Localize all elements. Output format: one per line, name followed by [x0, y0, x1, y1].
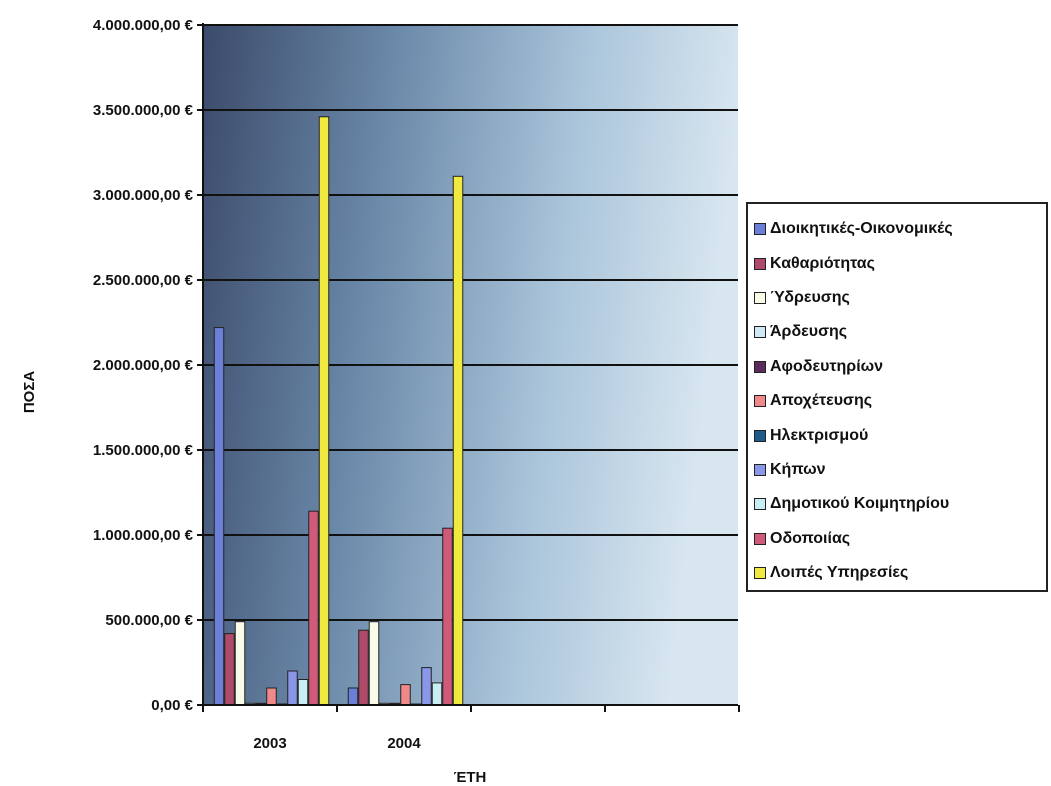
bar-2004-9 [431, 682, 443, 706]
bar-2004-3 [368, 621, 380, 706]
legend-label: Ύδρευσης [770, 288, 850, 306]
y-tick-label-1: 500.000,00 € [105, 612, 193, 629]
legend-swatch [754, 223, 766, 236]
legend-swatch [754, 532, 766, 545]
x-tick-label-1: 2004 [387, 735, 421, 752]
legend-swatch [754, 395, 766, 408]
legend-swatch [754, 567, 766, 580]
legend-swatch [754, 257, 766, 270]
bar-2003-8 [287, 670, 298, 706]
bar-2003-11 [318, 116, 330, 706]
legend-item: Καθαριότητας [754, 246, 1040, 280]
legend-item: Ηλεκτρισμού [754, 418, 1040, 452]
y-tick-label-6: 3.000.000,00 € [93, 187, 194, 204]
y-tick-label-5: 2.500.000,00 € [93, 272, 194, 289]
legend-swatch [754, 429, 766, 442]
legend-item: Αποχέτευσης [754, 384, 1040, 418]
bar-2003-3 [234, 621, 246, 706]
legend-item: Άρδευσης [754, 315, 1040, 349]
legend-label: Λοιπές Υπηρεσίες [770, 564, 909, 582]
bar-2004-6 [400, 684, 411, 706]
x-axis: 2003 2004 [202, 704, 740, 752]
legend-label: Διοικητικές-Οικονομικές [770, 220, 953, 238]
y-axis: 0,00 € 500.000,00 € 1.000.000,00 € 1.500.00… [93, 17, 204, 714]
legend-swatch [754, 326, 766, 339]
legend-item: Κήπων [754, 453, 1040, 487]
bar-2003-1 [213, 327, 225, 706]
bar-2004-8 [421, 667, 432, 706]
legend-label: Αφοδευτηρίων [770, 357, 884, 375]
bar-2003-2 [224, 633, 235, 706]
legend-item: Αφοδευτηρίων [754, 350, 1040, 384]
bar-2004-10 [442, 527, 453, 706]
y-tick-label-8: 4.000.000,00 € [93, 17, 194, 34]
legend-swatch [754, 498, 766, 511]
grid-lines [203, 24, 738, 621]
y-tick-label-4: 2.000.000,00 € [93, 357, 194, 374]
bar-2003-6 [266, 687, 277, 706]
y-tick-label-3: 1.500.000,00 € [93, 442, 194, 459]
y-axis-title: ΠΟΣΑ [21, 371, 38, 414]
bar-2004-11 [452, 175, 464, 706]
legend-item: Λοιπές Υπηρεσίες [754, 556, 1040, 590]
x-tick-label-0: 2003 [253, 735, 286, 752]
legend-label: Κήπων [770, 460, 826, 478]
legend-item: Διοικητικές-Οικονομικές [754, 212, 1040, 246]
legend-label: Αποχέτευσης [770, 392, 873, 410]
legend-label: Οδοποιίας [770, 529, 851, 547]
legend-label: Άρδευσης [770, 323, 848, 341]
legend-swatch [754, 291, 766, 304]
legend-item: Ύδρευσης [754, 281, 1040, 315]
bar-2003-10 [308, 510, 319, 706]
y-tick-label-2: 1.000.000,00 € [93, 527, 194, 544]
bar-2004-1 [347, 687, 359, 706]
bar-2003-9 [297, 679, 309, 706]
x-axis-title: ΈΤΗ [454, 769, 487, 786]
y-tick-label-0: 0,00 € [151, 697, 193, 714]
legend-label: Καθαριότητας [770, 254, 875, 272]
legend-swatch [754, 360, 766, 373]
legend-swatch [754, 463, 766, 476]
bar-2004-2 [358, 629, 369, 706]
y-tick-label-7: 3.500.000,00 € [93, 102, 194, 119]
legend-label: Ηλεκτρισμού [770, 426, 869, 444]
legend-label: Δημοτικού Κοιμητηρίου [770, 495, 950, 513]
legend-item: Οδοποιίας [754, 522, 1040, 556]
legend: Διοικητικές-Οικονομικές Καθαριότητας Ύδρευ… [746, 202, 1048, 592]
legend-item: Δημοτικού Κοιμητηρίου [754, 487, 1040, 521]
